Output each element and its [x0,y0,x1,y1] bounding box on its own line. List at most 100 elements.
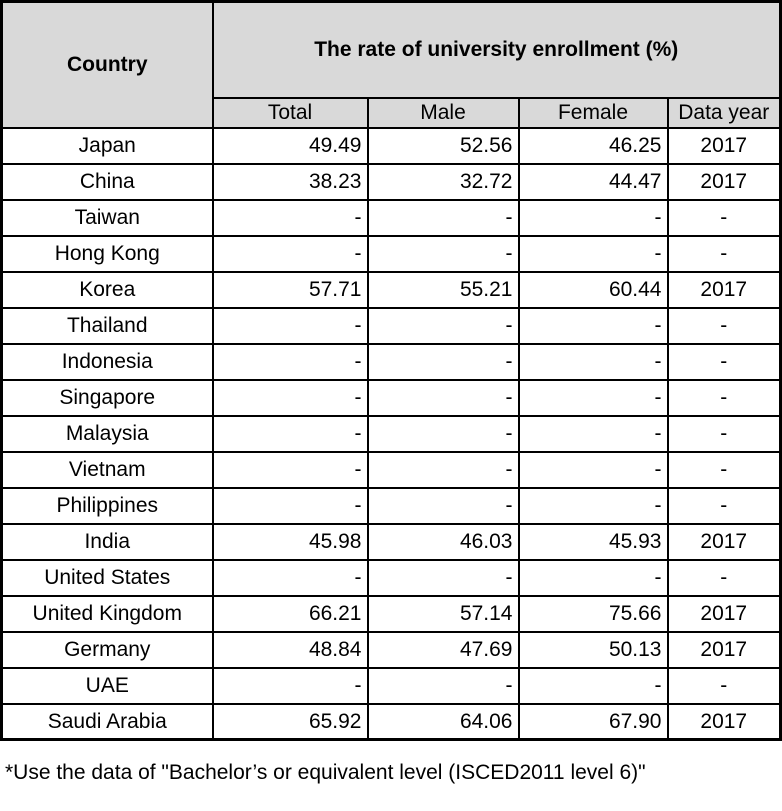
cell-male: 64.06 [366,702,520,741]
cell-female: - [517,558,669,597]
cell-country: Hong Kong [0,234,214,273]
table-title: The rate of university enrollment (%) [211,0,782,99]
cell-male: 46.03 [366,522,520,561]
cell-female: - [517,306,669,345]
cell-male: - [366,666,520,705]
cell-data-year: 2017 [666,702,782,741]
cell-male: - [366,378,520,417]
cell-total: - [211,450,369,489]
cell-data-year: 2017 [666,270,782,309]
cell-total: 48.84 [211,630,369,669]
cell-total: 38.23 [211,162,369,201]
table-row: Korea 57.71 55.21 60.44 2017 [0,270,782,309]
cell-country: UAE [0,666,214,705]
cell-male: - [366,306,520,345]
cell-country: Indonesia [0,342,214,381]
cell-data-year: - [666,414,782,453]
cell-male: - [366,486,520,525]
column-header-male: Male [366,96,520,129]
cell-data-year: - [666,198,782,237]
cell-female: - [517,342,669,381]
table-row: China 38.23 32.72 44.47 2017 [0,162,782,201]
table-row: Thailand - - - - [0,306,782,345]
table-row: Malaysia - - - - [0,414,782,453]
header-row-sub: Total Male Female Data year [2,96,782,129]
table-row: United Kingdom 66.21 57.14 75.66 2017 [0,594,782,633]
enrollment-table: Country The rate of university enrollmen… [0,0,782,741]
cell-male: - [366,450,520,489]
cell-total: 49.49 [211,126,369,165]
table-row: Philippines - - - - [0,486,782,525]
cell-total: - [211,378,369,417]
cell-country: Taiwan [0,198,214,237]
cell-data-year: - [666,378,782,417]
cell-female: 50.13 [517,630,669,669]
column-header-female: Female [517,96,669,129]
cell-male: - [366,558,520,597]
cell-country: China [0,162,214,201]
cell-data-year: - [666,558,782,597]
cell-female: - [517,198,669,237]
table-row: Singapore - - - - [0,378,782,417]
cell-country: India [0,522,214,561]
column-header-total: Total [211,96,369,129]
table-row: Taiwan - - - - [0,198,782,237]
cell-female: - [517,414,669,453]
table-row: Saudi Arabia 65.92 64.06 67.90 2017 [0,702,782,741]
cell-female: 60.44 [517,270,669,309]
column-header-country: Country [0,0,214,129]
table-row: UAE - - - - [0,666,782,705]
cell-male: 32.72 [366,162,520,201]
cell-data-year: 2017 [666,594,782,633]
cell-total: 65.92 [211,702,369,741]
cell-total: - [211,306,369,345]
cell-male: - [366,198,520,237]
cell-total: - [211,558,369,597]
cell-male: 47.69 [366,630,520,669]
cell-total: - [211,234,369,273]
cell-country: Japan [0,126,214,165]
table-row: India 45.98 46.03 45.93 2017 [0,522,782,561]
table-header: Country The rate of university enrollmen… [0,0,782,129]
cell-male: - [366,414,520,453]
cell-data-year: 2017 [666,126,782,165]
cell-country: Malaysia [0,414,214,453]
cell-total: - [211,198,369,237]
cell-total: 45.98 [211,522,369,561]
table-row: Vietnam - - - - [0,450,782,489]
cell-female: - [517,486,669,525]
cell-country: United States [0,558,214,597]
cell-data-year: - [666,666,782,705]
cell-female: - [517,450,669,489]
cell-country: Philippines [0,486,214,525]
cell-female: 67.90 [517,702,669,741]
table-row: Japan 49.49 52.56 46.25 2017 [0,126,782,165]
cell-female: 46.25 [517,126,669,165]
cell-male: - [366,342,520,381]
cell-data-year: - [666,234,782,273]
cell-country: Korea [0,270,214,309]
cell-data-year: 2017 [666,522,782,561]
cell-data-year: - [666,486,782,525]
cell-total: - [211,486,369,525]
table-row: United States - - - - [0,558,782,597]
table-body: Japan 49.49 52.56 46.25 2017 China 38.23… [0,126,782,741]
cell-total: - [211,666,369,705]
cell-data-year: 2017 [666,630,782,669]
cell-country: United Kingdom [0,594,214,633]
cell-male: - [366,234,520,273]
cell-data-year: - [666,306,782,345]
cell-total: - [211,342,369,381]
cell-country: Singapore [0,378,214,417]
table-row: Indonesia - - - - [0,342,782,381]
cell-data-year: - [666,450,782,489]
cell-male: 52.56 [366,126,520,165]
cell-data-year: - [666,342,782,381]
cell-male: 55.21 [366,270,520,309]
cell-female: 45.93 [517,522,669,561]
cell-male: 57.14 [366,594,520,633]
header-row-top: Country The rate of university enrollmen… [0,0,782,129]
cell-female: 75.66 [517,594,669,633]
cell-total: 57.71 [211,270,369,309]
cell-country: Thailand [0,306,214,345]
